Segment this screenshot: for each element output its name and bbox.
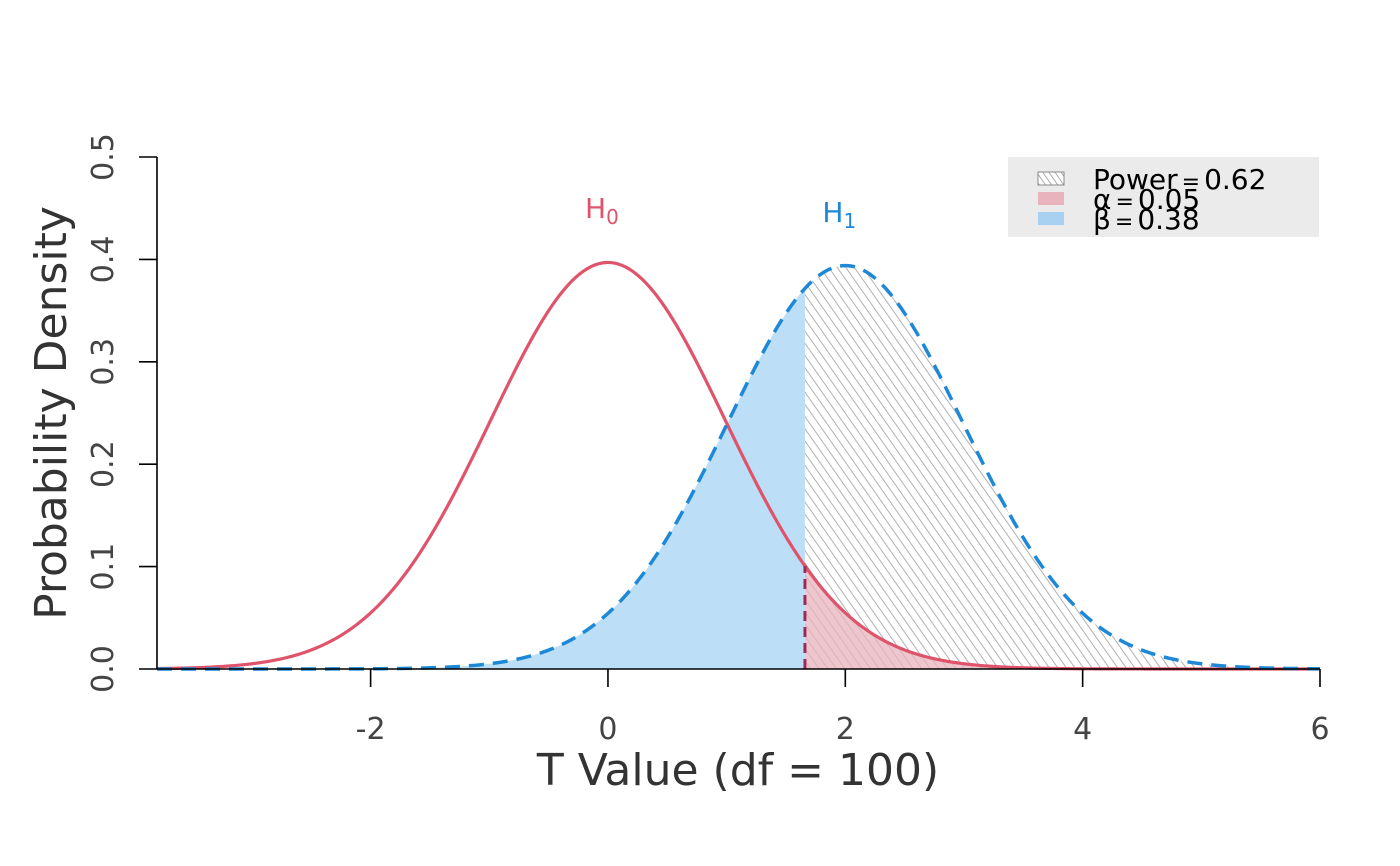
y-tick-label: 0.2: [86, 440, 121, 488]
legend-label: β = 0.38: [1093, 203, 1200, 236]
legend: Power = 0.62α = 0.05β = 0.38: [1008, 157, 1319, 237]
x-axis-label: T Value (df = 100): [536, 745, 939, 796]
legend-swatch: [1037, 171, 1065, 186]
x-tick-label: 6: [1310, 712, 1329, 747]
series-labels: H0 H1: [585, 192, 856, 233]
series-label-h0: H0: [585, 192, 619, 229]
y-axis-label: Probability Density: [26, 206, 77, 620]
legend-swatch: [1038, 212, 1064, 225]
x-tick-label: 2: [836, 712, 855, 747]
x-tick-label: 0: [598, 712, 617, 747]
alpha-area: [804, 565, 1320, 669]
plot-area: [157, 260, 1320, 671]
y-tick-label: 0.5: [86, 133, 121, 181]
beta-area: [157, 288, 805, 669]
x-axis-ticks: -2 0 2 4 6: [356, 669, 1330, 747]
y-tick-label: 0.4: [86, 236, 121, 284]
power-area: [804, 265, 1320, 669]
y-tick-label: 0.0: [86, 645, 121, 693]
series-label-h1: H1: [822, 196, 856, 233]
y-tick-label: 0.1: [86, 543, 121, 591]
legend-swatch: [1038, 192, 1064, 205]
y-axis-ticks: 0.0 0.1 0.2 0.3 0.4 0.5: [86, 133, 157, 693]
x-tick-label: 4: [1073, 712, 1092, 747]
x-tick-label: -2: [356, 712, 386, 747]
axes: -2 0 2 4 6 0.0 0.1 0.2 0.3 0.4 0.5: [86, 133, 1330, 747]
legend-label: α = 0.05: [1093, 183, 1200, 216]
y-tick-label: 0.3: [86, 338, 121, 386]
